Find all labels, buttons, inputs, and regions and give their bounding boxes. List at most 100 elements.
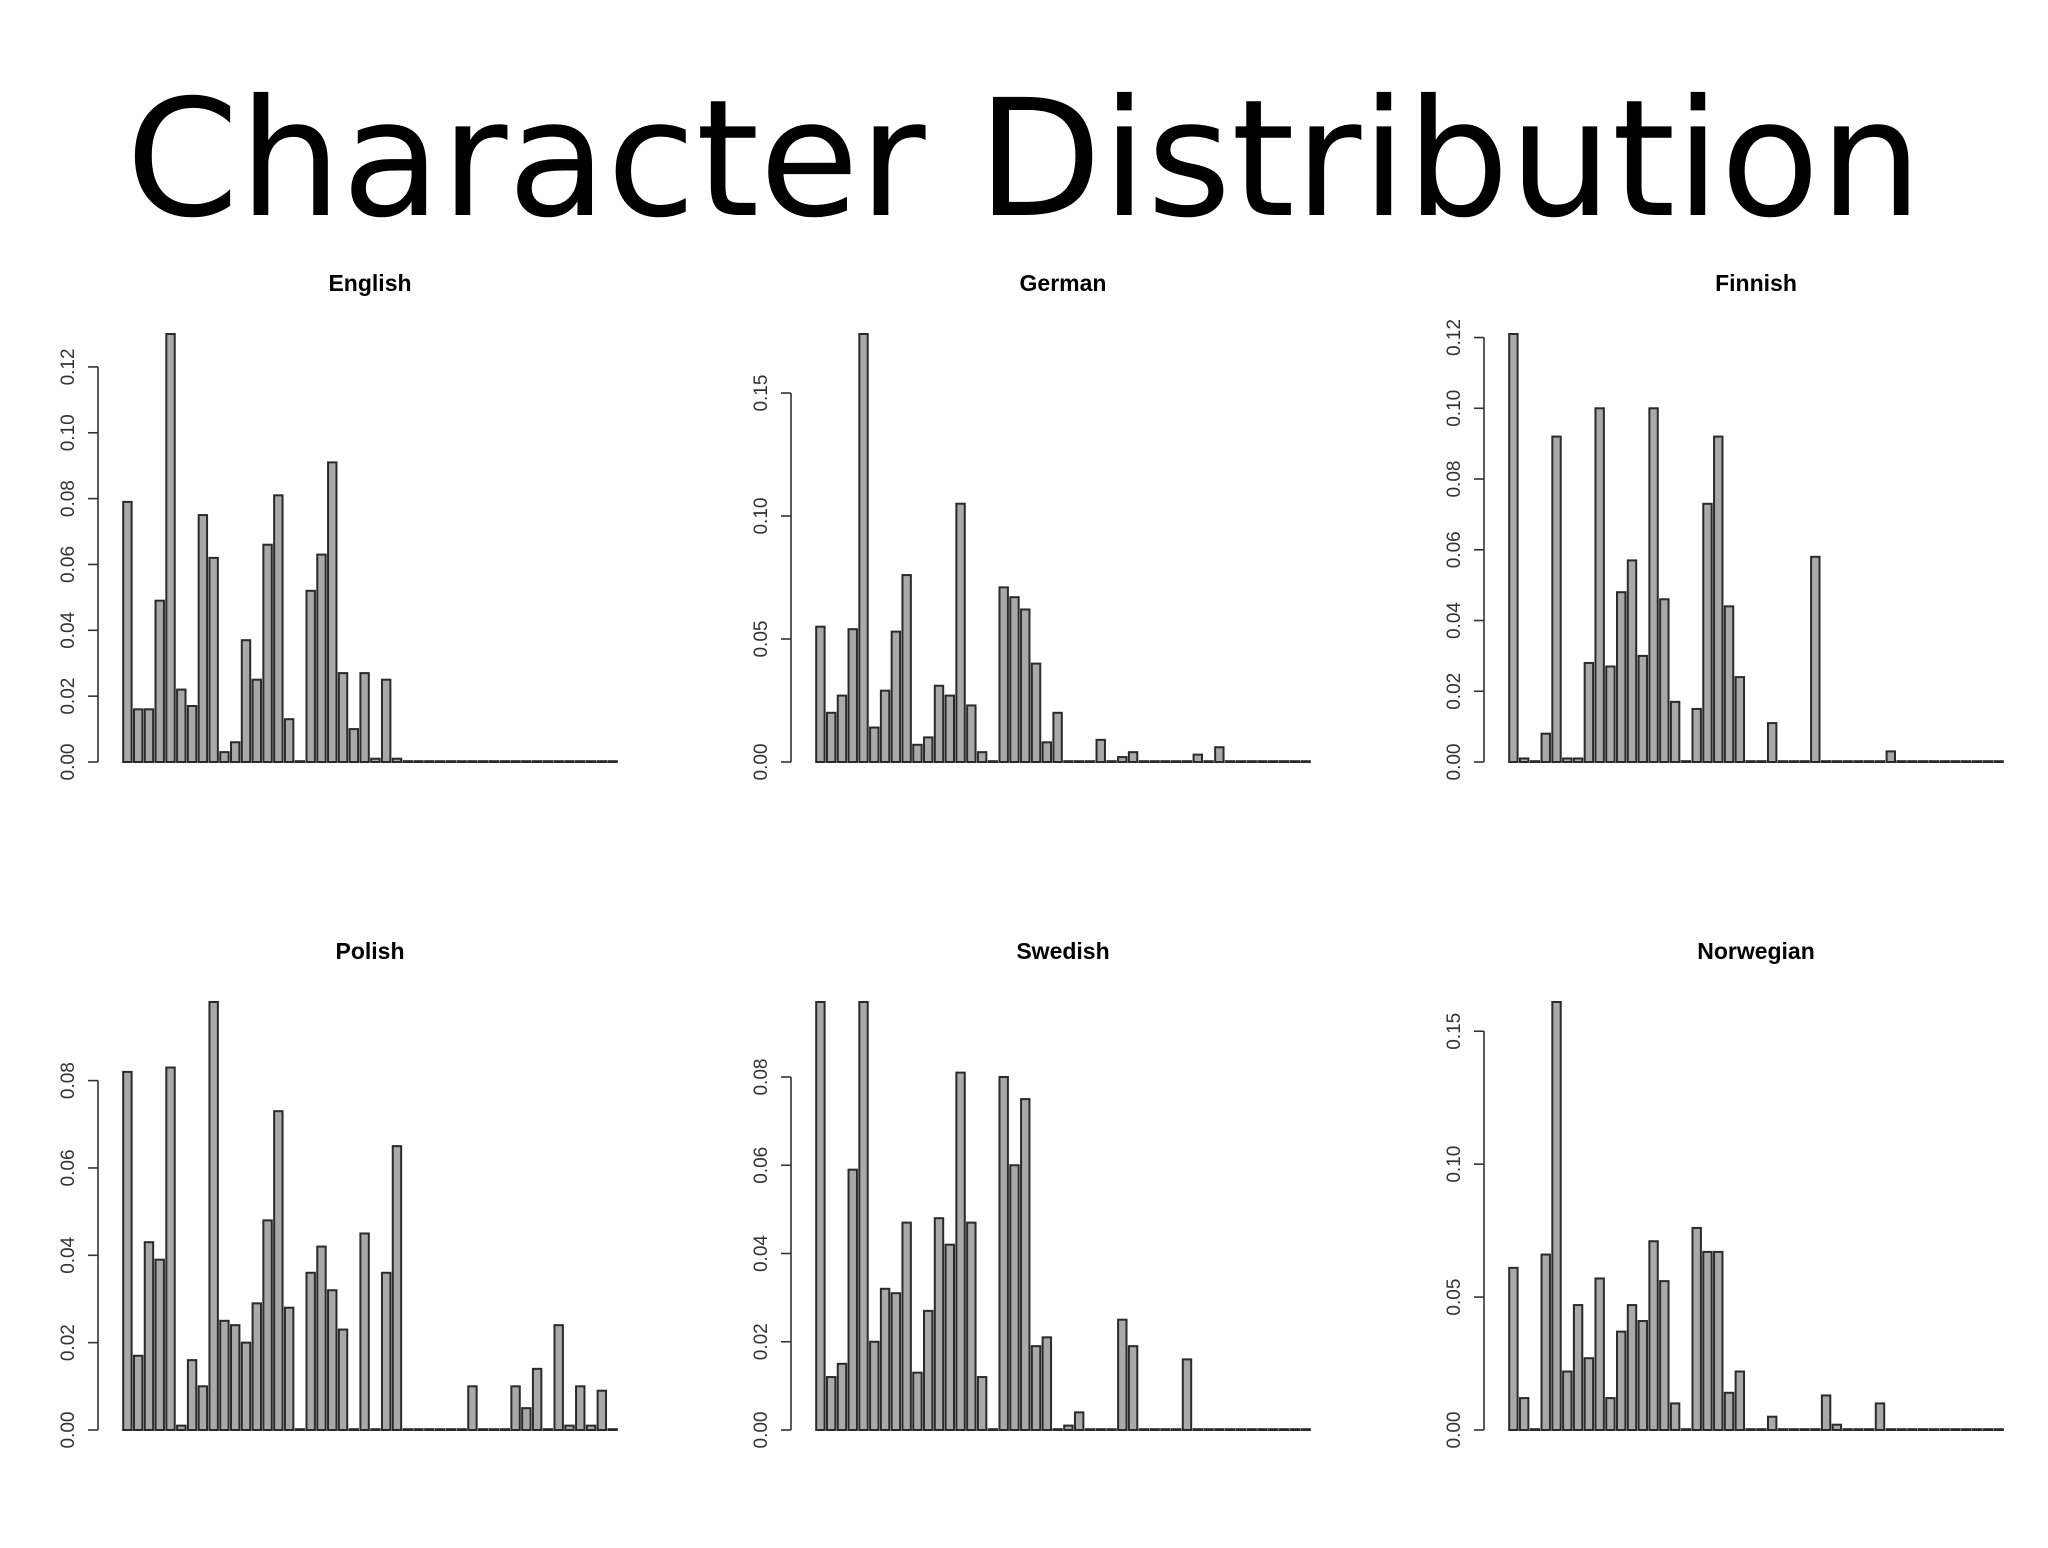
bar [327, 1289, 338, 1431]
bar [1009, 1164, 1020, 1431]
bar [1691, 1226, 1702, 1431]
bar [596, 760, 608, 764]
bar [1572, 1304, 1584, 1431]
bar [165, 1066, 176, 1431]
y-tick-label: 0.15 [751, 375, 772, 412]
bar [370, 757, 381, 763]
bar [1246, 760, 1257, 764]
bar [1300, 1428, 1311, 1432]
bar [553, 1324, 564, 1431]
bar [890, 1292, 902, 1431]
slide-title: Character Distribution [125, 66, 1923, 254]
bar [1106, 760, 1117, 764]
bar [1917, 760, 1929, 764]
bar [1928, 1428, 1940, 1432]
bar [1138, 760, 1150, 764]
bar [1993, 1428, 2004, 1432]
bar [1235, 1428, 1247, 1432]
chart-title: Polish [335, 938, 404, 964]
bar [262, 543, 273, 763]
bar [1268, 760, 1279, 764]
bar [607, 1428, 618, 1432]
bar [1842, 1428, 1853, 1432]
bar [1052, 1428, 1063, 1432]
bar [869, 726, 880, 763]
bar [499, 1428, 510, 1432]
bar [1648, 407, 1659, 763]
chart-norwegian-svg: Norwegian 0.00 0.05 0.10 0.15 [1444, 938, 2004, 1449]
chart-german-svg: German 0.00 0.05 0.10 0.15 [751, 270, 1311, 780]
bar [488, 1428, 500, 1432]
y-tick-label: 0.08 [58, 480, 79, 517]
bar [1831, 1423, 1843, 1431]
bar [542, 760, 554, 764]
bar [1713, 435, 1724, 764]
bar [531, 760, 543, 764]
bar [966, 704, 977, 763]
bar [208, 556, 219, 763]
bar [380, 1271, 392, 1431]
bar [219, 1319, 230, 1432]
bar [294, 1428, 306, 1432]
bar [1702, 1250, 1713, 1432]
bar [434, 1428, 446, 1432]
bar [122, 500, 133, 763]
bar [402, 1428, 413, 1432]
bar [1529, 760, 1541, 764]
bar [186, 705, 198, 763]
bar [1777, 1428, 1789, 1432]
bar [1723, 1391, 1735, 1431]
bar [825, 711, 837, 763]
chart-title: English [328, 270, 411, 296]
bar [1874, 760, 1886, 764]
bar [596, 1389, 608, 1432]
bar [1138, 1428, 1150, 1432]
bar [1907, 1428, 1918, 1432]
bar [478, 760, 489, 764]
bar [521, 1407, 532, 1432]
bar [1257, 1428, 1268, 1432]
bar [585, 760, 597, 764]
bar [1073, 760, 1085, 764]
bar [976, 1376, 988, 1431]
bar [1508, 1266, 1519, 1431]
bar [1518, 1397, 1530, 1432]
bar [445, 1428, 457, 1432]
bar [230, 741, 241, 763]
bar [912, 1371, 923, 1432]
bar [1605, 1397, 1616, 1432]
bar [1982, 1428, 1994, 1432]
bar [348, 728, 360, 763]
y-tick-label: 0.08 [58, 1062, 79, 1099]
chart-polish-svg: Polish 0.00 0.02 0.04 0.06 0.08 [58, 938, 618, 1448]
bar [1669, 1402, 1681, 1432]
bar [176, 688, 187, 764]
bar [1149, 1428, 1160, 1432]
bar [337, 1328, 349, 1431]
bar [847, 1168, 858, 1431]
bar [836, 1362, 848, 1431]
bar [1669, 700, 1681, 763]
bar [370, 1428, 381, 1432]
bar [901, 1221, 912, 1431]
bar [251, 678, 262, 763]
bar [1073, 1411, 1085, 1432]
bar [143, 1241, 155, 1432]
bar [1799, 760, 1810, 764]
bar [1864, 1428, 1875, 1432]
bar [413, 760, 424, 764]
y-tick-label: 0.00 [58, 744, 79, 781]
y-tick-label: 0.12 [58, 348, 79, 385]
bar [847, 628, 858, 764]
bar [869, 1340, 880, 1431]
bar [1127, 1345, 1139, 1431]
bar [1799, 1428, 1810, 1432]
y-tick-label: 0.00 [1444, 1412, 1465, 1449]
bar [230, 1324, 241, 1431]
bar [1950, 760, 1961, 764]
bar [1518, 757, 1530, 763]
bar [815, 625, 826, 763]
bar [1084, 760, 1096, 764]
chart-swedish: Swedish 0.00 0.02 0.04 0.06 0.08 [733, 928, 1413, 1548]
bar [933, 684, 945, 763]
